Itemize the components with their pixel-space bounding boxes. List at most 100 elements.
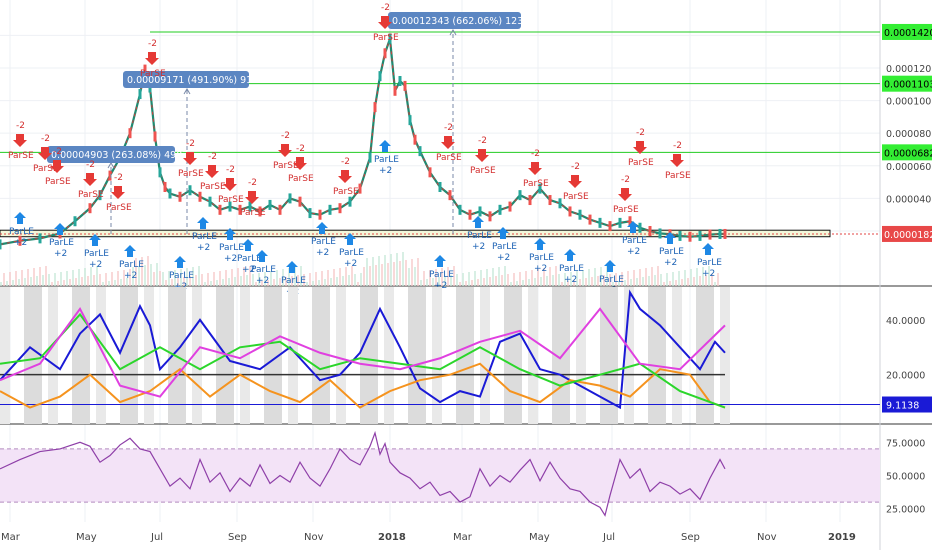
adx-background-band <box>384 287 394 424</box>
volume-bar <box>399 261 401 286</box>
short-signal-arrow-icon <box>223 178 237 191</box>
volume-bar <box>261 281 263 286</box>
long-signal-arrow-icon <box>124 245 136 257</box>
volume-bar <box>675 280 677 286</box>
volume-bar <box>72 270 74 286</box>
volume-bar <box>282 269 284 286</box>
short-signal-arrow-icon <box>568 175 582 188</box>
adx-background-band <box>624 287 634 424</box>
x-tick-label: Mar <box>453 532 473 543</box>
candle <box>18 235 22 246</box>
volume-bar <box>45 266 47 286</box>
volume-bar <box>561 282 563 286</box>
volume-bar <box>33 268 35 286</box>
candle <box>248 201 252 212</box>
volume-bar <box>303 274 305 286</box>
volume-bar <box>582 270 584 286</box>
volume-bar <box>240 276 242 286</box>
volume-bar <box>624 280 626 286</box>
volume-bar <box>69 279 71 286</box>
volume-bar <box>6 281 8 286</box>
candle <box>278 204 282 215</box>
volume-bar <box>333 269 335 286</box>
candle <box>228 201 232 212</box>
long-signal-count: +2 <box>564 275 577 285</box>
long-signal-arrow-icon <box>286 261 298 273</box>
volume-bar <box>408 268 410 286</box>
long-signal-arrow-icon <box>564 249 576 261</box>
measure-label-box[interactable] <box>47 146 175 163</box>
volume-bar <box>570 272 572 286</box>
candle <box>608 221 612 232</box>
candle <box>258 206 262 217</box>
volume-bar <box>645 268 647 286</box>
adx-background-band <box>144 287 154 424</box>
adx-background-band <box>408 287 426 424</box>
candle <box>88 203 92 214</box>
volume-bar <box>549 267 551 286</box>
volume-bar <box>714 282 716 286</box>
volume-bar <box>441 268 443 286</box>
volume-bar <box>63 280 65 286</box>
volume-bar <box>201 274 203 286</box>
volume-bar <box>600 267 602 286</box>
candle <box>328 204 332 215</box>
volume-bar <box>546 276 548 286</box>
long-signal-count: +2 <box>316 248 329 258</box>
volume-bar <box>234 277 236 286</box>
volume-bar <box>222 279 224 286</box>
long-signal-arrow-icon <box>664 232 676 244</box>
short-signal-count: -2 <box>478 136 487 146</box>
short-signal-label: ParSE <box>470 166 496 176</box>
volume-bar <box>639 269 641 286</box>
volume-bar <box>243 267 245 286</box>
candle <box>468 209 472 220</box>
volume-bar <box>531 270 533 286</box>
volume-bar <box>342 276 344 286</box>
long-signal-count: +2 <box>54 249 67 259</box>
volume-bar <box>324 279 326 286</box>
volume-bar <box>111 272 113 286</box>
candle <box>413 134 417 145</box>
adx-background-band <box>336 287 346 424</box>
volume-bar <box>519 272 521 286</box>
volume-bar <box>15 271 17 286</box>
long-signal-label: ParLE <box>84 249 109 259</box>
volume-bar <box>534 278 536 286</box>
short-signal-count: -2 <box>208 152 217 162</box>
volume-bar <box>525 271 527 286</box>
candle <box>378 71 382 82</box>
volume-bar <box>387 263 389 286</box>
long-signal-count: +2 <box>434 281 447 291</box>
volume-bar <box>327 270 329 286</box>
adx-background-band <box>432 287 442 424</box>
volume-bar <box>264 272 266 286</box>
measure-label-box[interactable] <box>388 12 521 29</box>
x-tick-label: 2018 <box>378 532 406 543</box>
volume-bar <box>573 280 575 286</box>
volume-bar <box>318 280 320 286</box>
volume-bar <box>543 268 545 286</box>
short-signal-count: -2 <box>41 134 50 144</box>
candle <box>558 198 562 209</box>
volume-bar <box>258 273 260 286</box>
measure-label-box[interactable] <box>123 71 249 88</box>
long-signal-count: +2 <box>472 242 485 252</box>
candle <box>38 233 42 244</box>
rsi-y-tick-label: 75.0000 <box>886 438 925 449</box>
candle <box>298 196 302 207</box>
candle <box>528 195 532 206</box>
volume-bar <box>273 279 275 286</box>
candle <box>538 183 542 194</box>
volume-bar <box>150 264 152 286</box>
current-price-label: 0.00001820 <box>884 230 932 241</box>
long-signal-count: +2 <box>89 260 102 270</box>
adx-background-band <box>720 287 730 424</box>
volume-bar <box>345 267 347 286</box>
short-signal-label: ParSE <box>33 164 59 174</box>
long-signal-label: ParLE <box>9 227 34 237</box>
volume-bar <box>666 273 668 286</box>
candle <box>288 193 292 204</box>
long-signal-count: +2 <box>344 259 357 269</box>
